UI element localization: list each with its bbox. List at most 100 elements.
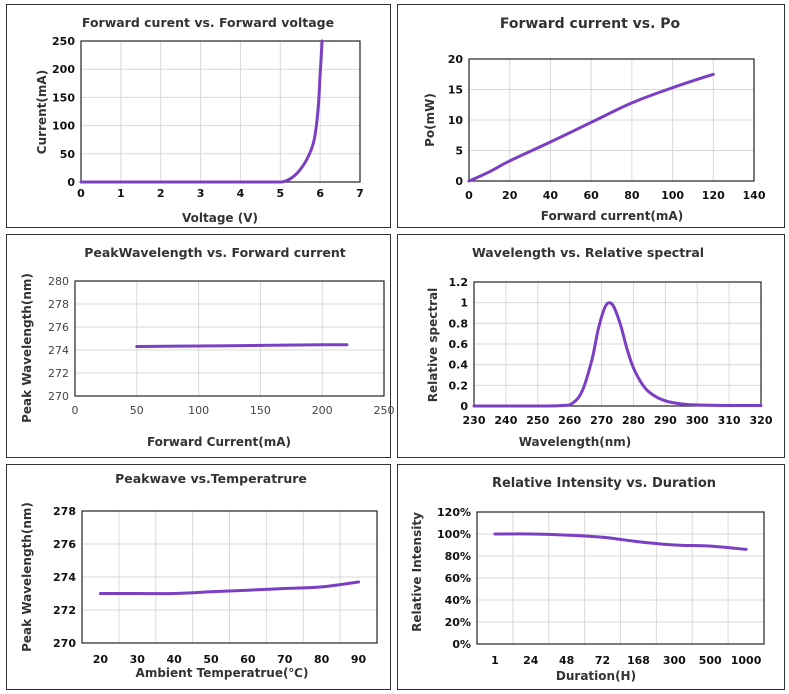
x-tick-label: 100 [661,189,684,202]
data-point [603,306,606,310]
data-point [632,366,635,369]
y-tick-label: 10 [448,114,464,127]
x-tick-label: 100 [188,404,209,417]
plot-area-frame [473,281,762,407]
y-tick-label: 0.2 [449,379,469,392]
y-tick-label: 120% [437,506,471,519]
data-point [357,580,360,584]
plot-area-frame [81,510,378,644]
x-tick-label: 300 [686,414,709,427]
y-axis-label: Relative Intensity [410,512,424,632]
chart-wl-current: PeakWavelength vs. Forward current Forwa… [20,245,395,449]
x-tick-label: 6 [316,187,324,200]
chart-title: Forward current vs. Po [500,16,681,32]
chart-po: Forward current vs. Po Forward current(m… [423,16,766,223]
x-tick-label: 500 [699,654,722,667]
y-tick-label: 0 [455,175,463,188]
x-tick-label: 230 [463,414,486,427]
data-point [119,180,123,184]
data-point [320,39,324,43]
data-point [99,592,102,595]
data-point [283,180,286,183]
chart-spectrum: Wavelength vs. Relative spectral Wavelen… [426,245,773,449]
y-tick-label: 100 [52,120,75,133]
data-point [259,344,262,347]
y-tick-label: 250 [52,35,75,48]
data-point [727,404,731,407]
chart-title: PeakWavelength vs. Forward current [84,245,346,260]
x-tick-label: 4 [237,187,245,200]
y-axis-label: Peak Wavelength(nm) [20,502,34,652]
x-tick-label: 2 [157,187,165,200]
x-tick-label: 1 [117,187,125,200]
x-tick-label: 20 [502,189,518,202]
x-tick-label: 20 [93,653,109,666]
x-tick-label: 120 [702,189,725,202]
y-tick-label: 5 [455,145,463,158]
data-point [488,170,491,174]
y-axis-label: Po(mW) [423,93,437,147]
data-point [321,343,324,347]
y-axis-label: Peak Wavelength(nm) [20,273,34,423]
x-tick-label: 0 [465,189,473,202]
x-tick-label: 150 [250,404,271,417]
data-point [79,180,83,184]
x-tick-label: 30 [130,653,146,666]
data-point [209,590,213,594]
x-axis-label: Duration(H) [556,669,636,683]
data-point [508,159,511,163]
y-tick-label: 0 [460,400,468,413]
y-tick-label: 274 [53,571,76,584]
data-point [239,180,242,184]
data-point [759,404,763,407]
data-point [467,179,471,183]
y-tick-label: 272 [53,604,76,617]
x-tick-label: 40 [167,653,183,666]
chart-title: Relative Intensity vs. Duration [492,476,716,491]
chart-title: Peakwave vs.Temperatrure [115,471,307,486]
x-tick-label: 0 [77,187,85,200]
data-point [197,344,200,348]
chart-iv: Forward curent vs. Forward voltage Volta… [35,15,364,225]
y-tick-label: 0 [67,176,75,189]
x-tick-label: 0 [72,404,79,417]
data-point [529,532,533,536]
x-tick-label: 250 [374,404,395,417]
x-tick-label: 48 [559,654,574,667]
data-point [601,536,604,539]
x-tick-label: 60 [240,653,256,666]
data-point [744,548,748,551]
x-tick-label: 290 [654,414,677,427]
data-point [549,140,552,144]
data-point [562,404,565,407]
panel-lifetime [397,464,785,690]
data-point [608,301,611,304]
x-tick-label: 280 [622,414,645,427]
data-point [613,306,616,310]
y-tick-label: 80% [445,550,471,563]
series-line [79,39,324,184]
data-point [708,544,712,548]
y-tick-label: 20% [445,616,471,629]
y-tick-label: 276 [48,321,69,334]
y-tick-label: 278 [53,505,76,518]
y-tick-label: 20 [448,53,464,66]
x-tick-label: 40 [543,189,559,202]
data-point [345,343,349,347]
data-point [493,532,497,536]
x-tick-label: 60 [583,189,599,202]
data-point [597,327,600,330]
x-tick-label: 70 [277,653,293,666]
x-tick-label: 168 [627,654,650,667]
data-point [136,592,139,595]
y-tick-label: 1.2 [449,276,469,289]
x-tick-label: 270 [590,414,613,427]
y-tick-label: 270 [48,390,69,403]
series-line [472,301,763,408]
series-line [135,343,349,348]
y-tick-label: 276 [53,538,76,551]
data-point [673,543,676,547]
x-tick-label: 140 [743,189,766,202]
y-tick-label: 60% [445,572,471,585]
